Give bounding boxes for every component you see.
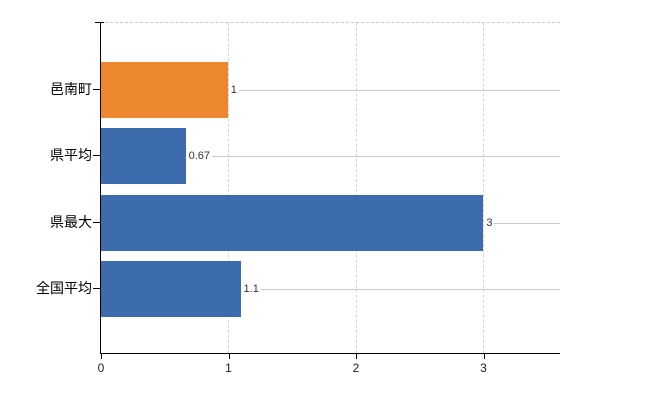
y-tick <box>93 89 100 90</box>
x-tick <box>101 354 102 359</box>
y-tick <box>93 155 100 156</box>
bar <box>100 195 484 251</box>
leader-line <box>212 155 560 157</box>
y-axis-top-tick <box>95 22 104 23</box>
x-axis-line <box>100 353 560 354</box>
vertical-gridline <box>227 23 229 353</box>
vertical-gridline <box>355 23 357 353</box>
category-label: 邑南町 <box>50 81 92 97</box>
category-label: 県平均 <box>50 147 92 163</box>
y-tick <box>93 222 100 223</box>
leader-line <box>238 89 560 91</box>
bar-row: 1 <box>100 57 560 123</box>
leader-line <box>260 288 560 290</box>
bar <box>100 261 241 317</box>
x-tick-label: 3 <box>480 361 487 375</box>
value-label: 1.1 <box>243 282 259 295</box>
value-label: 0.67 <box>188 149 211 162</box>
bar-row: 0.67 <box>100 123 560 189</box>
value-label: 1 <box>230 83 237 96</box>
vertical-gridline <box>483 23 485 353</box>
category-label: 県最大 <box>50 214 92 230</box>
x-tick <box>483 354 485 359</box>
bar-row: 3 <box>100 190 560 256</box>
bar <box>100 128 186 184</box>
x-tick <box>356 354 357 359</box>
x-tick-label: 2 <box>352 361 360 375</box>
plot-area: 1 0.67 3 1.1 <box>100 22 560 353</box>
bar <box>100 62 228 118</box>
value-label: 3 <box>486 216 493 229</box>
y-axis-line <box>100 22 101 354</box>
x-tick-label: 0 <box>97 361 105 375</box>
leader-line <box>494 222 560 224</box>
y-tick <box>93 288 100 289</box>
bar-row: 1.1 <box>100 256 560 322</box>
x-tick <box>228 354 230 359</box>
x-tick-label: 1 <box>225 361 232 375</box>
category-label: 全国平均 <box>36 280 92 296</box>
